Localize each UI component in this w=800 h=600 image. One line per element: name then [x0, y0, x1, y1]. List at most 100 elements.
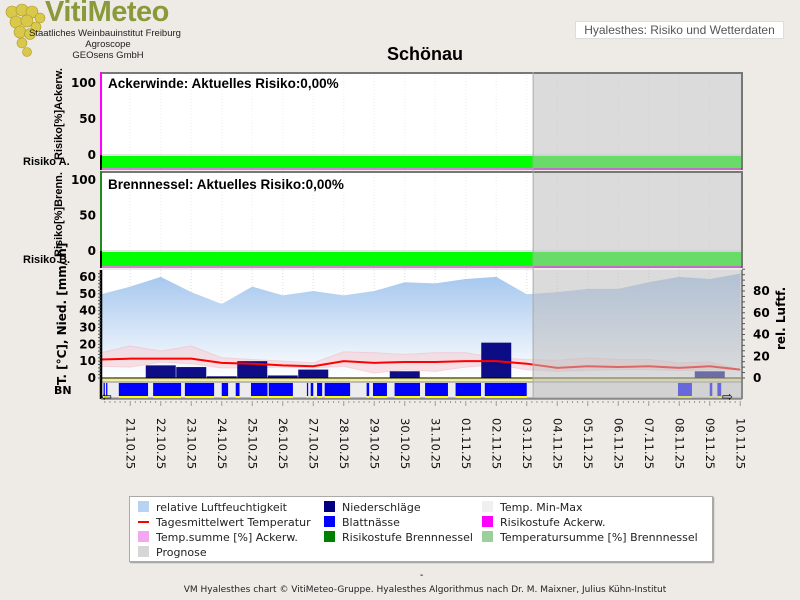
footer-dash: -: [420, 570, 424, 581]
date-tick-label: 29.10.25: [367, 418, 381, 469]
legend-item: Temp. Min-Max: [482, 500, 583, 515]
leaf-wetness-marker: [103, 396, 105, 398]
date-tick-label: 07.11.25: [642, 418, 656, 469]
precip-bar: [145, 365, 176, 378]
leaf-wetness-marker: [235, 396, 240, 398]
date-tick-label: 08.11.25: [672, 418, 686, 469]
leaf-wetness-segment: [324, 383, 351, 396]
weather-left-axis-label: T. [°C], Nied. [mm/ h]: [55, 243, 69, 385]
date-tick-label: 03.11.25: [520, 418, 534, 469]
leaf-wetness-marker: [153, 396, 182, 398]
leaf-wetness-segment: [235, 383, 240, 396]
y2-tick-label: 0: [753, 371, 761, 385]
leaf-wetness-marker: [250, 396, 268, 398]
leaf-wetness-segment: [103, 383, 105, 396]
legend-label: Prognose: [156, 546, 207, 559]
leaf-wetness-marker: [372, 396, 387, 398]
leaf-wetness-marker: [221, 396, 229, 398]
leaf-wetness-segment: [317, 383, 323, 396]
y-tick-label: 50: [79, 209, 96, 223]
brennnessel-panel-title: Brennnessel: Aktuelles Risiko:0,00%: [108, 177, 344, 192]
legend-label: Blattnässe: [342, 516, 400, 529]
leaf-wetness-segment: [184, 383, 215, 396]
date-tick-label: 26.10.25: [276, 418, 290, 469]
date-tick-label: 27.10.25: [306, 418, 320, 469]
footer-credit: VM Hyalesthes chart © VitiMeteo-Gruppe. …: [183, 585, 667, 595]
risiko-b-label: Risiko B.: [23, 254, 70, 266]
chart-title: Schönau: [386, 44, 463, 64]
prognose-area: [533, 72, 742, 170]
scroll-right-arrow-icon[interactable]: ⇨: [722, 389, 733, 404]
leaf-wetness-segment: [425, 383, 448, 396]
precip-bar: [267, 375, 298, 378]
leaf-wetness-marker: [306, 396, 309, 398]
chart-legend: relative Luftfeuchtigkeit Niederschläge Te…: [129, 496, 713, 562]
leaf-wetness-segment: [310, 383, 314, 396]
legend-label: Temp. Min-Max: [500, 501, 583, 514]
y-tick-label: 0: [88, 244, 96, 258]
legend-swatch: [138, 546, 149, 557]
date-tick-label: 30.10.25: [398, 418, 412, 469]
ackerwinde-panel-title: Ackerwinde: Aktuelles Risiko:0,00%: [108, 76, 339, 91]
legend-swatch: [138, 501, 149, 512]
leaf-wetness-marker: [425, 396, 448, 398]
date-tick-label: 10.11.25: [733, 418, 747, 469]
leaf-wetness-segment: [366, 383, 370, 396]
precip-bar: [237, 361, 268, 378]
date-tick-label: 31.10.25: [428, 418, 442, 469]
scroll-left-arrow-icon[interactable]: ⇦: [101, 389, 112, 404]
leaf-wetness-marker: [317, 396, 323, 398]
leaf-wetness-marker: [184, 396, 215, 398]
legend-swatch: [138, 521, 149, 523]
y-tick-label: 0: [88, 148, 96, 162]
date-tick-label: 25.10.25: [245, 418, 259, 469]
prognose-area: [533, 171, 742, 268]
leaf-wetness-marker: [394, 396, 420, 398]
y-tick-label: 50: [79, 112, 96, 126]
date-tick-label: 22.10.25: [154, 418, 168, 469]
grape-logo-icon: [5, 3, 46, 57]
date-tick-label: 24.10.25: [215, 418, 229, 469]
brennnessel-y-axis-label: Risiko[%]Brenn.: [53, 172, 65, 257]
prognose-area: [533, 270, 742, 398]
weather-right-axis-label: rel. Luftf.: [774, 287, 788, 350]
legend-label: Temperatursumme [%] Brennnessel: [500, 531, 698, 544]
org-line: Staatliches Weinbauinstitut Freiburg: [29, 28, 181, 39]
legend-swatch: [482, 531, 493, 542]
page-subtitle: Hyalesthes: Risiko und Wetterdaten: [575, 21, 784, 39]
ackerwinde-y-axis-label: Risiko[%]Ackerw.: [53, 68, 65, 160]
legend-item: Risikostufe Brennnessel: [324, 530, 473, 545]
leaf-wetness-segment: [268, 383, 293, 396]
legend-swatch: [482, 516, 493, 527]
date-tick-label: 23.10.25: [184, 418, 198, 469]
y2-tick-label: 80: [753, 284, 770, 298]
date-tick-label: 04.11.25: [550, 418, 564, 469]
y-tick-label: 100: [71, 173, 96, 187]
legend-swatch: [324, 531, 335, 542]
precip-bar: [298, 369, 329, 378]
leaf-wetness-marker: [366, 396, 370, 398]
legend-item: Temperatursumme [%] Brennnessel: [482, 530, 698, 545]
leaf-wetness-segment: [106, 383, 108, 396]
leaf-wetness-segment: [484, 383, 527, 396]
legend-swatch: [324, 516, 335, 527]
leaf-wetness-marker: [324, 396, 351, 398]
date-tick-label: 21.10.25: [123, 418, 137, 469]
date-tick-label: 02.11.25: [489, 418, 503, 469]
legend-item: Blattnässe: [324, 515, 400, 530]
y2-tick-label: 20: [753, 349, 770, 363]
legend-item: Niederschläge: [324, 500, 421, 515]
date-tick-label: 05.11.25: [581, 418, 595, 469]
hyalesthes-chart: Ackerwinde: Aktuelles Risiko:0,00% Brenn…: [23, 68, 788, 469]
leaf-wetness-segment: [250, 383, 268, 396]
legend-label: Niederschläge: [342, 501, 421, 514]
legend-item: Temp.summe [%] Ackerw.: [138, 530, 298, 545]
legend-item: Risikostufe Ackerw.: [482, 515, 605, 530]
leaf-wetness-segment: [394, 383, 420, 396]
leaf-wetness-segment: [372, 383, 387, 396]
y-tick-label: 100: [71, 76, 96, 90]
risiko-a-label: Risiko A.: [23, 156, 70, 168]
y-tick-label: 10: [79, 354, 96, 368]
leaf-wetness-marker: [268, 396, 293, 398]
precip-bar: [206, 376, 237, 378]
